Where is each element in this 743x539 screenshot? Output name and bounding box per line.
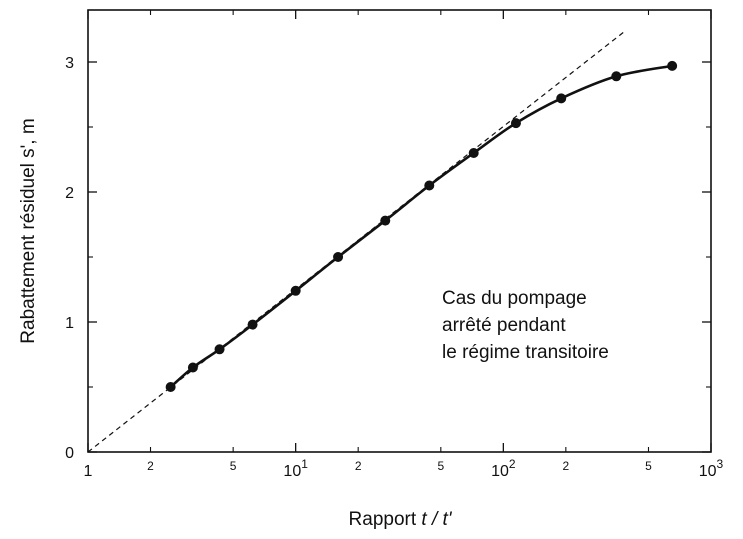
x-axis-title-variable: t / t' xyxy=(421,509,452,530)
data-point xyxy=(247,319,258,330)
x-minor-tick-label: 2 xyxy=(563,459,570,473)
x-minor-tick-label: 5 xyxy=(645,459,652,473)
data-point xyxy=(510,118,521,129)
annotation-line-2: arrêté pendant xyxy=(442,315,566,336)
x-tick-label-base: 10 xyxy=(283,463,301,480)
y-tick-label: 0 xyxy=(65,445,74,462)
y-tick-label: 2 xyxy=(65,185,74,202)
data-point xyxy=(556,93,567,104)
annotation-line-3: le régime transitoire xyxy=(442,342,609,363)
data-point xyxy=(611,71,622,82)
x-axis-title: Rapport t / t' xyxy=(349,509,453,530)
plot-frame xyxy=(87,9,712,453)
data-point xyxy=(380,215,391,226)
x-axis-title-prefix: Rapport xyxy=(349,509,422,530)
data-points xyxy=(165,60,678,392)
x-minor-tick-label: 5 xyxy=(437,459,444,473)
extrapolation-line xyxy=(87,31,625,453)
x-minor-tick-label: 5 xyxy=(230,459,237,473)
x-tick-label-exponent: 3 xyxy=(717,457,724,471)
y-axis-title: Rabattement résiduel s', m xyxy=(18,118,39,343)
x-tick-label-exponent: 1 xyxy=(301,457,308,471)
x-tick-label: 102 xyxy=(491,457,516,480)
y-tick-label: 3 xyxy=(65,55,74,72)
data-point xyxy=(214,344,225,355)
annotation-line-1: Cas du pompage xyxy=(442,288,587,309)
axis-ticks xyxy=(87,10,712,453)
x-tick-label: 101 xyxy=(283,457,308,480)
data-point xyxy=(468,148,479,158)
x-tick-label: 103 xyxy=(699,457,724,480)
x-tick-label: 1 xyxy=(84,463,93,480)
data-point xyxy=(667,60,678,71)
x-tick-label-base: 10 xyxy=(491,463,509,480)
x-minor-tick-label: 2 xyxy=(355,459,362,473)
y-tick-label: 1 xyxy=(65,315,74,332)
data-point xyxy=(424,180,435,191)
data-point xyxy=(165,382,176,392)
series-line xyxy=(169,64,674,389)
x-tick-label-base: 10 xyxy=(699,463,717,480)
x-tick-label-base: 1 xyxy=(84,463,93,480)
data-point xyxy=(290,285,301,296)
data-point xyxy=(333,252,344,262)
data-point xyxy=(187,362,198,373)
x-tick-label-exponent: 2 xyxy=(509,457,516,471)
x-minor-tick-label: 2 xyxy=(147,459,154,473)
